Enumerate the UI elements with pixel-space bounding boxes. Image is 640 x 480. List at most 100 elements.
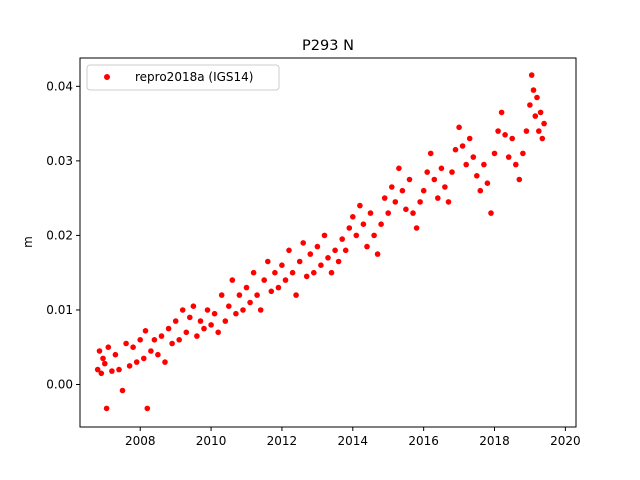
data-point	[339, 236, 346, 242]
data-point	[541, 120, 547, 127]
data-point	[346, 225, 353, 231]
data-point	[528, 72, 535, 78]
data-point	[378, 221, 384, 227]
data-points	[94, 72, 547, 412]
data-point	[275, 284, 282, 291]
data-point	[293, 292, 299, 298]
data-point	[222, 318, 229, 324]
data-point	[296, 258, 303, 265]
data-point	[158, 333, 165, 339]
data-point	[303, 273, 310, 280]
data-point	[133, 359, 140, 365]
data-point	[481, 161, 487, 168]
data-point	[477, 187, 484, 194]
y-tick-label: 0.01	[46, 303, 73, 317]
data-point	[250, 269, 257, 276]
data-point	[119, 387, 126, 394]
plot-frame	[79, 57, 577, 428]
data-point	[325, 254, 331, 261]
data-point	[484, 180, 491, 186]
data-point	[282, 277, 289, 283]
data-point	[321, 232, 328, 239]
legend: repro2018a (IGS14)	[86, 64, 280, 91]
data-point	[236, 292, 243, 298]
data-point	[311, 269, 317, 276]
data-point	[123, 340, 129, 347]
data-point	[442, 184, 448, 190]
data-point	[103, 405, 110, 412]
data-point	[463, 161, 470, 168]
data-point	[527, 102, 533, 108]
data-point	[406, 176, 413, 183]
data-point	[218, 292, 225, 298]
data-point	[279, 262, 285, 269]
data-point	[201, 325, 207, 332]
data-point	[474, 173, 480, 179]
data-point	[109, 368, 115, 374]
data-point	[364, 243, 370, 250]
data-point	[424, 169, 431, 175]
data-point	[289, 269, 296, 276]
data-point	[179, 307, 186, 313]
data-point	[420, 187, 427, 194]
x-axis-ticks: 2008 2010 2012 2014 2016 2018 2020	[125, 427, 581, 448]
data-point	[233, 310, 239, 317]
data-point	[148, 348, 154, 354]
data-point	[509, 135, 515, 142]
data-point	[155, 351, 161, 358]
data-point	[226, 303, 232, 310]
data-point	[100, 355, 106, 362]
y-axis-ticks: 0.00 0.01 0.02 0.03 0.04	[46, 79, 80, 392]
data-point	[314, 243, 321, 250]
data-point	[268, 288, 275, 295]
data-point	[229, 277, 236, 283]
data-point	[94, 366, 101, 373]
plot-area	[80, 58, 576, 427]
data-point	[116, 366, 122, 373]
data-point	[385, 210, 392, 216]
data-point	[190, 303, 197, 310]
data-point	[470, 154, 477, 160]
data-point	[505, 154, 512, 160]
data-point	[261, 277, 268, 283]
data-point	[491, 150, 498, 157]
y-tick-label: 0.04	[46, 79, 73, 93]
data-point	[536, 128, 542, 134]
data-point	[513, 161, 519, 168]
legend-label: repro2018a (IGS14)	[135, 70, 253, 84]
x-tick-label: 2012	[267, 434, 298, 448]
data-point	[353, 232, 360, 239]
data-point	[211, 310, 218, 317]
data-point	[254, 292, 260, 298]
data-point	[272, 269, 278, 276]
data-point	[144, 405, 151, 412]
data-point	[187, 314, 193, 321]
data-point	[488, 210, 494, 216]
data-point	[137, 337, 143, 343]
data-point	[286, 247, 292, 254]
data-point	[389, 184, 395, 190]
data-point	[265, 258, 271, 265]
data-point	[98, 370, 105, 377]
data-point	[130, 344, 136, 351]
data-point	[183, 329, 190, 336]
data-point	[459, 143, 466, 149]
chart-title: P293 N	[302, 38, 354, 54]
x-tick-label: 2008	[125, 434, 156, 448]
data-point	[335, 258, 342, 265]
data-point	[438, 165, 445, 172]
data-point	[539, 135, 546, 142]
data-point	[208, 322, 214, 328]
data-point	[427, 150, 434, 157]
x-tick-label: 2020	[550, 434, 581, 448]
data-point	[350, 214, 356, 220]
data-point	[176, 337, 182, 343]
data-point	[142, 328, 149, 334]
data-point	[392, 199, 399, 205]
data-point	[105, 344, 112, 351]
legend-box	[86, 64, 280, 91]
data-point	[435, 195, 441, 201]
data-point	[126, 363, 133, 369]
data-point	[534, 94, 540, 101]
data-point	[466, 135, 473, 142]
